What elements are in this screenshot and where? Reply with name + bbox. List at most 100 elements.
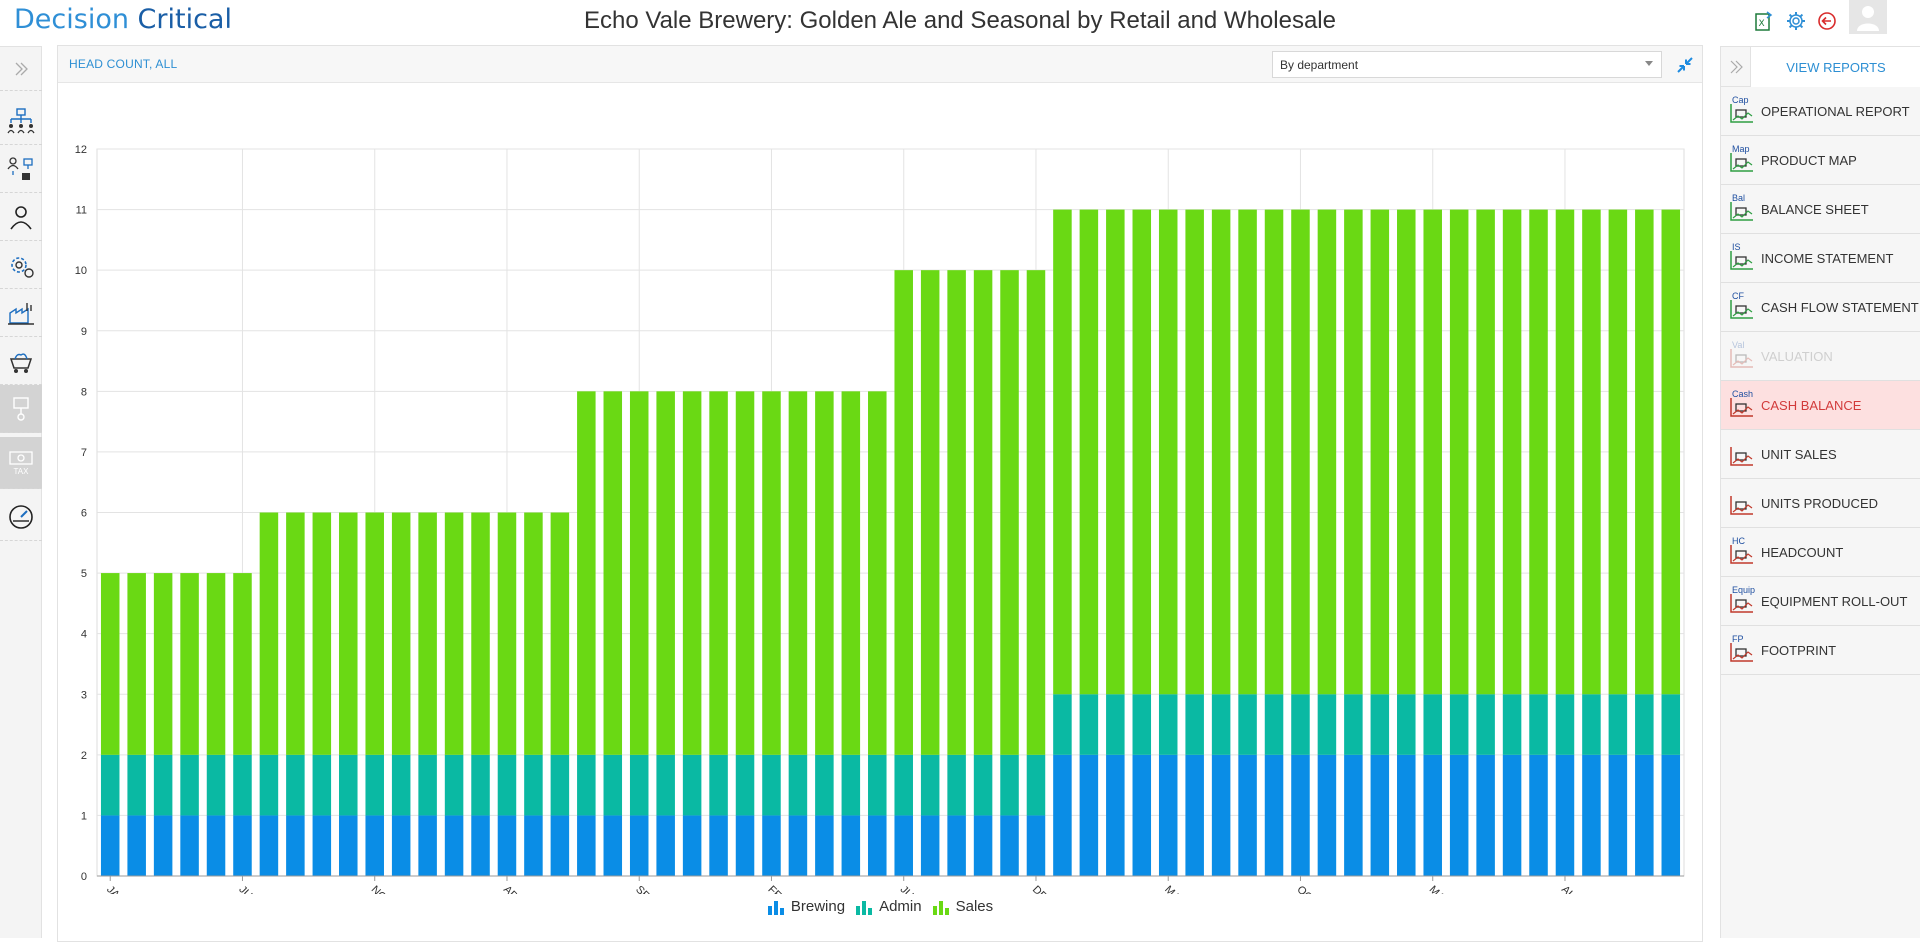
y-tick-label: 0 <box>81 871 87 883</box>
report-icon-tag: IS <box>1732 242 1741 252</box>
bar-sales <box>947 270 966 755</box>
excel-export-icon[interactable]: X <box>1753 10 1775 32</box>
bar-sales <box>100 573 120 755</box>
bar-brewing <box>894 815 913 876</box>
back-arrow-icon[interactable] <box>1816 10 1838 32</box>
bar-brewing <box>1582 754 1601 876</box>
bar-admin <box>1635 694 1654 755</box>
bar-sales <box>444 512 464 755</box>
report-icon-tag: FP <box>1732 634 1744 644</box>
page-title: Echo Vale Brewery: Golden Ale and Season… <box>583 7 1336 34</box>
bar-admin <box>127 754 146 816</box>
bar-admin <box>1344 694 1363 755</box>
sidebar-expand-icon[interactable] <box>0 47 42 91</box>
report-item-valuation: Val VALUATION <box>1721 332 1920 381</box>
report-item-units-produced[interactable]: UNITS PRODUCED <box>1721 479 1920 528</box>
gear-icon[interactable] <box>1785 10 1807 32</box>
bar-brewing <box>629 815 649 876</box>
legend-label: Admin <box>879 898 922 915</box>
legend-item-brewing[interactable]: Brewing <box>767 898 845 915</box>
bar-sales <box>1529 209 1548 695</box>
bar-brewing <box>1264 754 1284 876</box>
bar-brewing <box>762 815 781 876</box>
bar-admin <box>1555 694 1575 755</box>
unit-sales-icon <box>1727 439 1757 469</box>
report-item-product-map[interactable]: Map PRODUCT MAP <box>1721 136 1920 185</box>
bar-brewing <box>709 815 728 876</box>
gears-icon[interactable] <box>0 241 42 289</box>
report-item-cash-flow-statement[interactable]: CF CASH FLOW STATEMENT <box>1721 283 1920 332</box>
report-item-income-statement[interactable]: IS INCOME STATEMENT <box>1721 234 1920 283</box>
legend-item-sales[interactable]: Sales <box>932 898 994 915</box>
bar-admin <box>709 754 728 816</box>
bar-brewing <box>259 815 279 876</box>
bar-admin <box>1476 694 1495 755</box>
bar-brewing <box>1317 754 1337 876</box>
report-item-equipment-roll-out[interactable]: Equip EQUIPMENT ROLL-OUT <box>1721 577 1920 626</box>
bar-sales <box>1158 209 1178 695</box>
org-chart-icon[interactable] <box>0 97 42 145</box>
app-logo[interactable]: Decision Critical <box>14 4 232 35</box>
group-by-dropdown[interactable]: By department <box>1272 51 1662 78</box>
bar-sales <box>180 573 199 755</box>
legend-label: Sales <box>955 898 994 915</box>
bar-admin <box>868 754 887 816</box>
bar-brewing <box>1079 754 1099 876</box>
bar-admin <box>577 754 596 816</box>
bar-brewing <box>1106 754 1125 876</box>
bar-admin <box>1661 694 1681 755</box>
mine-cart-icon[interactable] <box>0 337 42 385</box>
report-item-operational-report[interactable]: Cap OPERATIONAL REPORT <box>1721 87 1920 136</box>
bar-admin <box>1529 694 1548 755</box>
report-item-headcount[interactable]: HC HEADCOUNT <box>1721 528 1920 577</box>
bar-sales <box>920 270 940 755</box>
collapse-panel-icon[interactable] <box>1674 54 1696 76</box>
gauge-icon[interactable] <box>0 493 42 541</box>
bar-brewing <box>524 815 543 876</box>
report-item-cash-balance[interactable]: Cash CASH BALANCE <box>1721 381 1920 430</box>
report-item-label: CASH BALANCE <box>1761 397 1862 413</box>
y-tick-label: 12 <box>75 144 87 156</box>
report-item-balance-sheet[interactable]: Bal BALANCE SHEET <box>1721 185 1920 234</box>
bar-admin <box>286 754 305 816</box>
person-icon[interactable] <box>0 193 42 241</box>
bar-admin <box>339 754 358 816</box>
tax-label: TAX <box>13 467 29 476</box>
bar-brewing <box>1502 754 1522 876</box>
user-avatar-icon[interactable] <box>1849 0 1887 34</box>
report-item-label: EQUIPMENT ROLL-OUT <box>1761 593 1908 609</box>
report-item-unit-sales[interactable]: UNIT SALES <box>1721 430 1920 479</box>
report-item-label: BALANCE SHEET <box>1761 201 1869 217</box>
bar-admin <box>1370 694 1390 755</box>
x-tick-label: APR 2026 <box>501 884 545 894</box>
report-item-label: INCOME STATEMENT <box>1761 250 1894 266</box>
bar-brewing <box>206 815 226 876</box>
reports-panel-header: VIEW REPORTS <box>1721 47 1920 87</box>
income-statement-icon: IS <box>1727 242 1757 273</box>
panel-toolbar: HEAD COUNT, ALL By department <box>58 46 1702 83</box>
bar-brewing <box>1185 754 1204 876</box>
bar-admin <box>1238 694 1257 755</box>
bar-brewing <box>973 815 993 876</box>
bar-sales <box>656 391 675 755</box>
panel-expand-icon[interactable] <box>1721 47 1751 87</box>
bar-admin <box>444 754 464 816</box>
report-item-label: UNIT SALES <box>1761 446 1837 462</box>
bar-admin <box>735 754 755 816</box>
bar-admin <box>815 754 834 816</box>
factory-icon[interactable] <box>0 289 42 337</box>
bar-brewing <box>391 815 411 876</box>
legend-item-admin[interactable]: Admin <box>855 898 922 915</box>
bar-brewing <box>1476 754 1495 876</box>
bar-brewing <box>920 815 940 876</box>
hierarchy-flow-icon[interactable] <box>0 145 42 193</box>
valuation-icon: Val <box>1727 340 1757 371</box>
report-item-footprint[interactable]: FP FOOTPRINT <box>1721 626 1920 675</box>
bar-brewing <box>1211 754 1231 876</box>
bar-admin <box>550 754 570 816</box>
bar-sales <box>127 573 146 755</box>
x-tick-label: DEC 2027 <box>1030 884 1074 894</box>
x-tick-label: JAN 2025 <box>104 884 147 894</box>
report-item-label: PRODUCT MAP <box>1761 152 1857 168</box>
bar-brewing <box>127 815 146 876</box>
